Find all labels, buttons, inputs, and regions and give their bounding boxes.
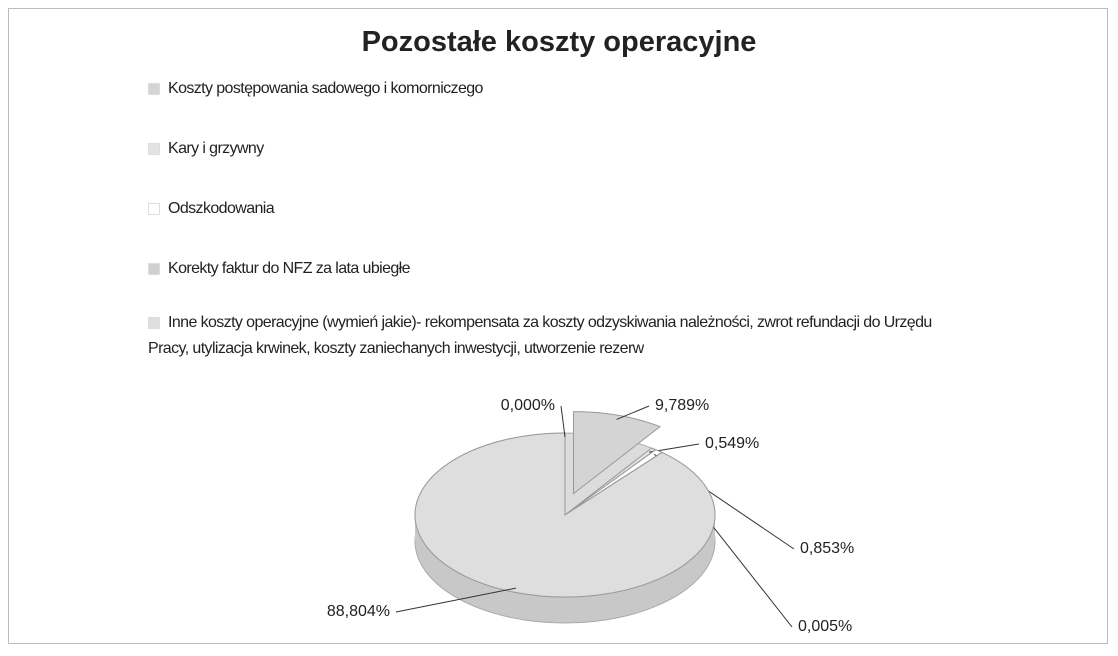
data-label: 9,789% [655, 397, 709, 414]
legend-swatch [148, 317, 160, 329]
legend-label: Inne koszty operacyjne (wymień jakie)- r… [148, 314, 932, 358]
legend-swatch [148, 263, 160, 275]
legend-item: Kary i grzywny [148, 136, 968, 162]
data-label: 0,853% [800, 540, 854, 557]
leader-line [560, 405, 566, 438]
data-label: 88,804% [327, 603, 390, 620]
legend-label: Korekty faktur do NFZ za lata ubiegłe [168, 260, 411, 277]
data-label: 0,005% [798, 618, 852, 635]
leader-line [616, 405, 650, 420]
data-label: 0,549% [705, 435, 759, 452]
legend-item: Korekty faktur do NFZ za lata ubiegłe [148, 256, 968, 282]
leader-line [395, 587, 517, 613]
legend-item: Odszkodowania [148, 196, 968, 222]
legend-item: Koszty postępowania sadowego i komornicz… [148, 76, 968, 102]
legend-label: Koszty postępowania sadowego i komornicz… [168, 80, 483, 97]
data-label: 0,000% [501, 397, 555, 414]
legend-swatch [148, 203, 160, 215]
legend-item: Inne koszty operacyjne (wymień jakie)- r… [148, 310, 968, 362]
pie-slice [572, 411, 662, 495]
legend-label: Odszkodowania [168, 200, 275, 217]
legend-label: Kary i grzywny [168, 140, 264, 157]
legend-swatch [148, 143, 160, 155]
legend-swatch [148, 83, 160, 95]
chart-title: Pozostałe koszty operacyjne [361, 26, 757, 58]
chart-frame [8, 8, 1108, 644]
